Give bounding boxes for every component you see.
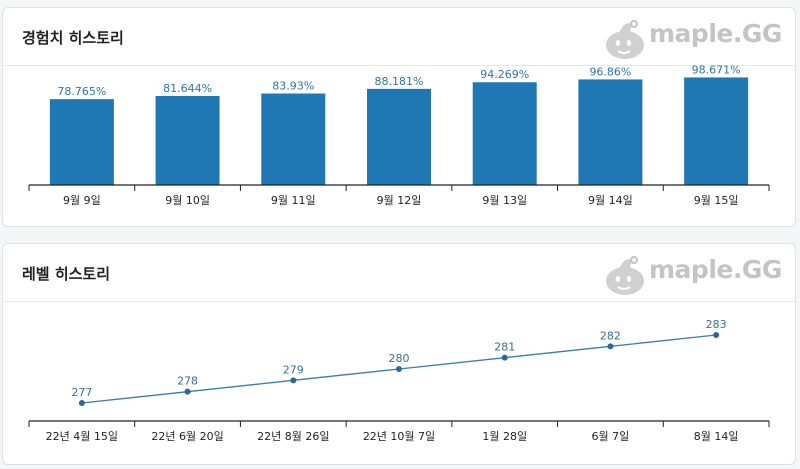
exp-bar-label: 78.765% xyxy=(57,85,106,98)
level-x-tick-label: 22년 4월 15일 xyxy=(46,429,118,443)
level-x-tick-label: 6월 7일 xyxy=(592,429,630,443)
level-x-tick-label: 22년 10월 7일 xyxy=(363,429,435,443)
exp-bar xyxy=(684,77,749,185)
exp-history-title: 경험치 히스토리 xyxy=(22,29,124,47)
level-point xyxy=(396,366,402,372)
level-point xyxy=(78,400,85,406)
exp-history-card: 경험치 히스토리 maple.GG 78.765% 81.644% 83.93% 88… xyxy=(2,7,796,227)
level-point-label: 277 xyxy=(71,386,92,399)
level-point-label: 283 xyxy=(706,318,727,331)
level-history-title: 레벨 히스토리 xyxy=(22,265,111,283)
brand-name: maple.GG xyxy=(649,19,782,48)
exp-bar-chart: 78.765% 81.644% 83.93% 88.181% 94.269% 96.86%… xyxy=(28,63,770,207)
level-x-tick-label: 8월 14일 xyxy=(694,429,739,443)
brand-name: maple.GG xyxy=(649,255,782,284)
exp-bar-label: 98.671% xyxy=(692,63,741,76)
level-point xyxy=(501,354,508,361)
exp-bar xyxy=(472,82,537,185)
maple-gg-logo: maple.GG xyxy=(605,251,782,297)
level-x-tick-label: 1월 28일 xyxy=(482,429,527,443)
exp-bar xyxy=(578,79,643,185)
level-point-label: 282 xyxy=(600,329,621,342)
level-x-tick-label: 22년 6월 20일 xyxy=(151,429,223,443)
level-history-header: 레벨 히스토리 maple.GG xyxy=(3,244,795,302)
level-line-chart: 277 278 279 280 281 282 283 22년 4월 15일 22년 6월 20… xyxy=(28,318,770,443)
exp-x-tick-label: 9월 10일 xyxy=(165,193,210,207)
level-point xyxy=(607,343,614,350)
exp-bar xyxy=(49,99,114,185)
level-point xyxy=(290,377,297,384)
exp-bar xyxy=(367,88,431,185)
slime-mascot-icon xyxy=(606,20,644,59)
level-point-label: 278 xyxy=(177,375,198,388)
exp-x-tick-label: 9월 15일 xyxy=(694,193,739,207)
exp-bar-label: 83.93% xyxy=(272,80,314,93)
exp-bar-label: 96.86% xyxy=(589,65,631,78)
exp-history-header: 경험치 히스토리 maple.GG xyxy=(3,8,795,66)
level-point-label: 281 xyxy=(494,341,515,354)
exp-bar-label: 88.181% xyxy=(375,75,424,88)
level-x-tick-label: 22년 8월 26일 xyxy=(257,429,329,443)
level-history-card: 레벨 히스토리 maple.GG 277 278 279 280 281 282 283 22… xyxy=(2,243,796,465)
level-point-label: 280 xyxy=(389,352,410,365)
exp-bar-label: 81.644% xyxy=(163,82,212,95)
slime-mascot-icon xyxy=(606,256,644,295)
exp-x-tick-label: 9월 13일 xyxy=(482,193,527,207)
exp-bar xyxy=(261,93,326,185)
exp-x-tick-label: 9월 9일 xyxy=(63,193,101,207)
exp-bar xyxy=(155,96,220,185)
exp-bar-label: 94.269% xyxy=(480,68,529,81)
level-point-label: 279 xyxy=(283,363,304,376)
level-point xyxy=(713,332,720,338)
exp-x-tick-label: 9월 12일 xyxy=(377,193,422,207)
maple-gg-logo: maple.GG xyxy=(605,15,782,61)
exp-x-tick-label: 9월 14일 xyxy=(588,193,633,207)
level-point xyxy=(184,388,191,395)
exp-x-tick-label: 9월 11일 xyxy=(271,193,316,207)
